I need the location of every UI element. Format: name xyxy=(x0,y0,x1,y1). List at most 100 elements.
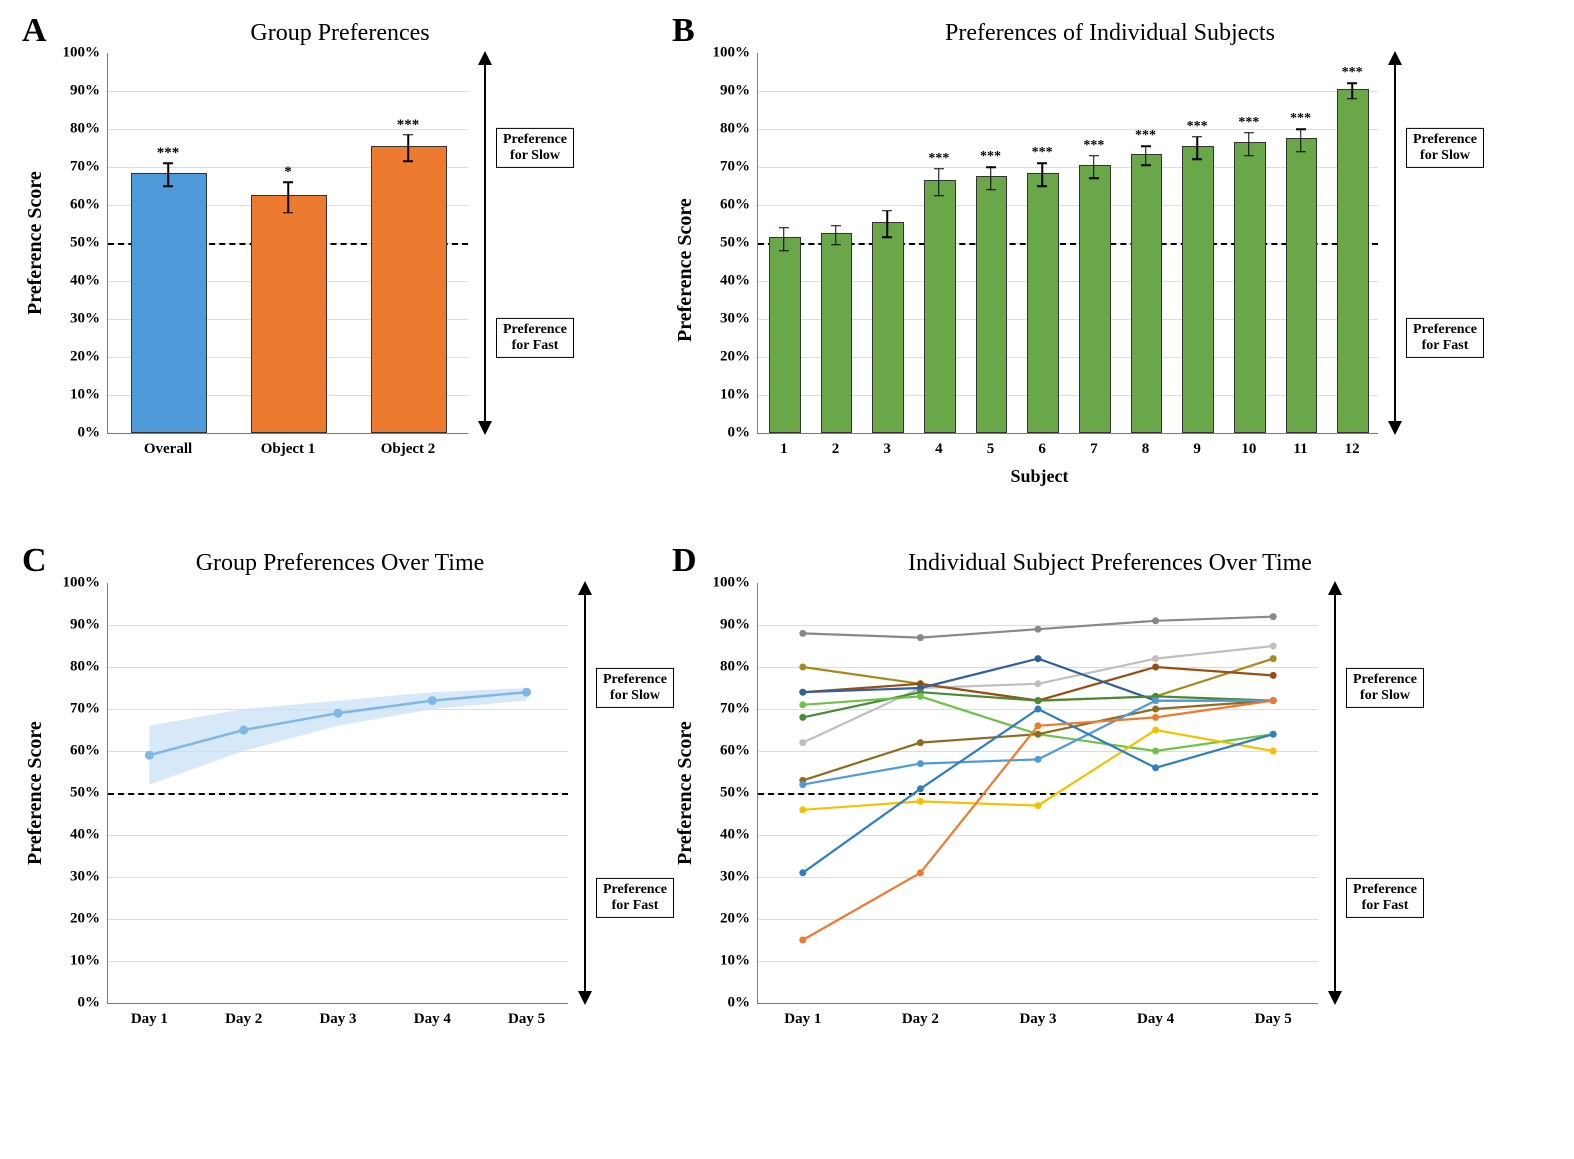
bar xyxy=(1079,165,1111,433)
ytick-label: 70% xyxy=(720,701,758,718)
xtick-label: Day 2 xyxy=(902,1003,939,1028)
bar xyxy=(1027,173,1059,433)
bar xyxy=(1182,146,1214,433)
panel-c-ylabel: Preference Score xyxy=(20,583,51,1004)
ytick-label: 60% xyxy=(70,197,108,214)
xtick-label: 12 xyxy=(1345,433,1360,458)
pref-slow-box: Preferencefor Slow xyxy=(1346,668,1424,708)
panel-c-title: Group Preferences Over Time xyxy=(20,550,660,577)
ytick-label: 80% xyxy=(70,659,108,676)
ytick-label: 60% xyxy=(720,197,758,214)
ytick-label: 80% xyxy=(720,659,758,676)
panel-b-ylabel: Preference Score xyxy=(670,53,701,487)
panel-b-plot: 0%10%20%30%40%50%60%70%80%90%100%123***4… xyxy=(757,53,1378,434)
bar xyxy=(371,146,447,433)
sig-marker: *** xyxy=(1083,138,1104,154)
ytick-label: 90% xyxy=(70,83,108,100)
panel-a-ylabel: Preference Score xyxy=(20,53,51,434)
figure-grid: A Group Preferences Preference Score 0%1… xyxy=(20,20,1554,1110)
bar xyxy=(1286,138,1318,433)
ytick-label: 50% xyxy=(720,235,758,252)
ytick-label: 20% xyxy=(70,349,108,366)
xtick-label: Day 1 xyxy=(784,1003,821,1028)
sig-marker: *** xyxy=(928,151,949,167)
bar xyxy=(769,237,801,433)
bar xyxy=(976,176,1008,433)
ytick-label: 30% xyxy=(70,869,108,886)
panel-a-title: Group Preferences xyxy=(20,20,660,47)
bar xyxy=(131,173,207,433)
bar xyxy=(251,195,327,433)
xtick-label: 6 xyxy=(1038,433,1046,458)
ytick-label: 40% xyxy=(720,273,758,290)
pref-slow-box: Preferencefor Slow xyxy=(596,668,674,708)
xtick-label: Object 1 xyxy=(261,433,316,458)
xtick-label: Day 3 xyxy=(319,1003,356,1028)
panel-b-title: Preferences of Individual Subjects xyxy=(670,20,1550,47)
sig-marker: *** xyxy=(1032,145,1053,161)
pref-fast-box: Preferencefor Fast xyxy=(496,318,574,358)
sig-marker: *** xyxy=(1342,65,1363,81)
ytick-label: 20% xyxy=(70,911,108,928)
xtick-label: Day 3 xyxy=(1019,1003,1056,1028)
panel-c-letter: C xyxy=(22,542,47,580)
pref-slow-box: Preferencefor Slow xyxy=(496,128,574,168)
panel-d-ylabel: Preference Score xyxy=(670,583,701,1004)
ytick-label: 0% xyxy=(78,425,109,442)
bar xyxy=(924,180,956,433)
xtick-label: 3 xyxy=(883,433,891,458)
ytick-label: 50% xyxy=(70,235,108,252)
ytick-label: 30% xyxy=(720,869,758,886)
panel-b-letter: B xyxy=(672,12,695,50)
ytick-label: 10% xyxy=(70,387,108,404)
ytick-label: 10% xyxy=(720,387,758,404)
bar xyxy=(1337,89,1369,433)
ytick-label: 20% xyxy=(720,349,758,366)
ytick-label: 50% xyxy=(70,785,108,802)
ytick-label: 20% xyxy=(720,911,758,928)
ytick-label: 40% xyxy=(720,827,758,844)
bar xyxy=(1234,142,1266,433)
panel-d-letter: D xyxy=(672,542,697,580)
ytick-label: 0% xyxy=(728,995,759,1012)
pref-fast-box: Preferencefor Fast xyxy=(1346,878,1424,918)
ytick-label: 30% xyxy=(720,311,758,328)
xtick-label: 2 xyxy=(832,433,840,458)
panel-d-pref-arrows: Preferencefor Slow Preferencefor Fast xyxy=(1328,583,1448,1003)
ytick-label: 40% xyxy=(70,273,108,290)
ytick-label: 80% xyxy=(70,121,108,138)
ytick-label: 60% xyxy=(70,743,108,760)
xtick-label: 1 xyxy=(780,433,788,458)
xtick-label: Day 5 xyxy=(508,1003,545,1028)
xtick-label: Day 4 xyxy=(1137,1003,1174,1028)
bar xyxy=(1131,154,1163,433)
xtick-label: 7 xyxy=(1090,433,1098,458)
ytick-label: 70% xyxy=(70,159,108,176)
panel-a: A Group Preferences Preference Score 0%1… xyxy=(20,20,660,540)
xtick-label: Day 4 xyxy=(414,1003,451,1028)
xtick-label: Day 5 xyxy=(1255,1003,1292,1028)
panel-c-pref-arrows: Preferencefor SlowPreferencefor Fast xyxy=(578,583,660,1003)
ytick-label: 100% xyxy=(713,45,759,62)
xtick-label: Object 2 xyxy=(381,433,436,458)
pref-fast-box: Preferencefor Fast xyxy=(1406,318,1484,358)
panel-c-plot: 0%10%20%30%40%50%60%70%80%90%100%Day 1Da… xyxy=(107,583,568,1004)
ytick-label: 60% xyxy=(720,743,758,760)
sig-marker: *** xyxy=(980,149,1001,165)
panel-d: D Individual Subject Preferences Over Ti… xyxy=(670,550,1550,1110)
xtick-label: 8 xyxy=(1142,433,1150,458)
bar xyxy=(821,233,853,433)
panel-b-pref-arrows: Preferencefor SlowPreferencefor Fast xyxy=(1388,53,1508,433)
panel-b-xlabel: Subject xyxy=(701,466,1378,487)
xtick-label: Day 2 xyxy=(225,1003,262,1028)
sig-marker: *** xyxy=(397,117,420,134)
ytick-label: 90% xyxy=(70,617,108,634)
panel-c: C Group Preferences Over Time Preference… xyxy=(20,550,660,1110)
panel-d-plot: 0%10%20%30%40%50%60%70%80%90%100%Day 1Da… xyxy=(757,583,1318,1004)
ytick-label: 10% xyxy=(70,953,108,970)
ytick-label: 100% xyxy=(63,45,109,62)
panel-b: B Preferences of Individual Subjects Pre… xyxy=(670,20,1550,540)
ytick-label: 0% xyxy=(78,995,109,1012)
sig-marker: *** xyxy=(1290,111,1311,127)
ytick-label: 30% xyxy=(70,311,108,328)
